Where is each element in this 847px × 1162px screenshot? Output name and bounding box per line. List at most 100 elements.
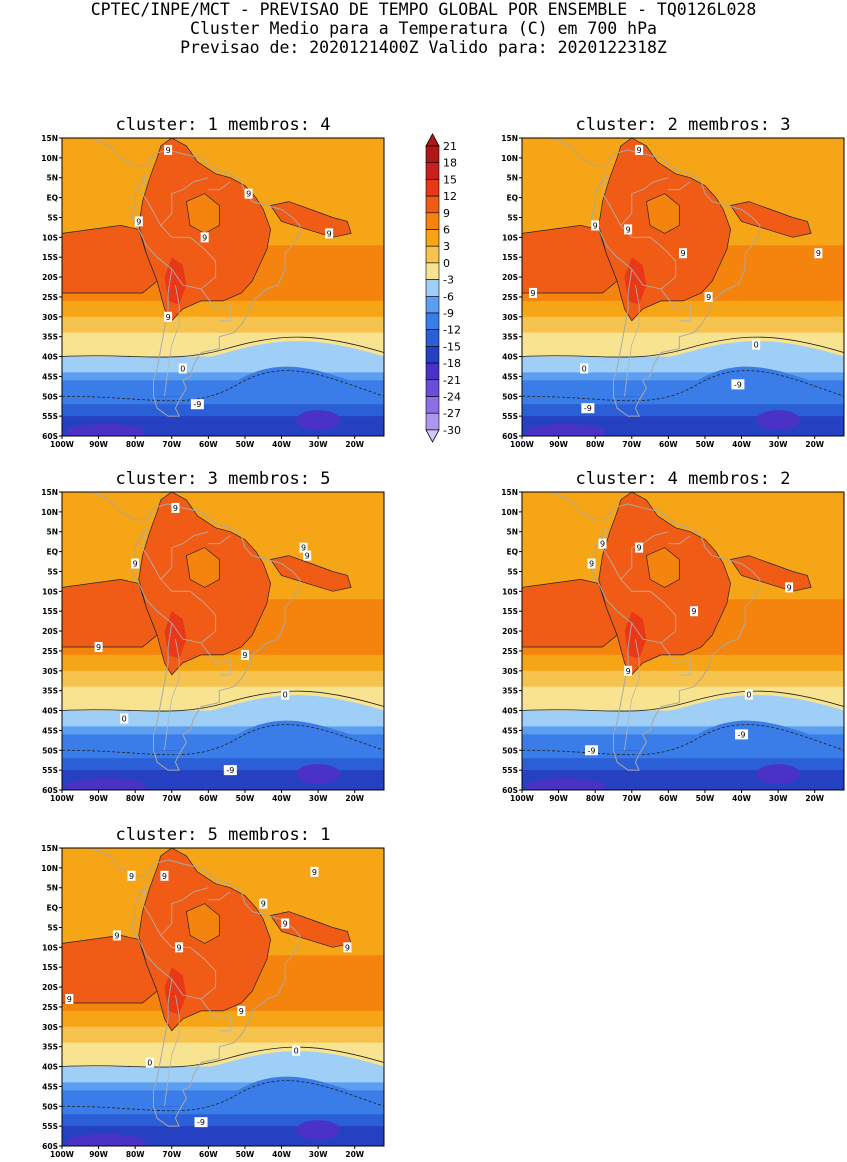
- colorbar-swatch: [425, 312, 440, 331]
- cold-band: [62, 341, 384, 373]
- lat-tick-label: 55S: [42, 412, 58, 421]
- lon-tick-label: 80W: [586, 440, 605, 449]
- hot-core: [624, 611, 647, 659]
- colorbar-swatch: [425, 379, 440, 397]
- lat-tick-label: 30S: [502, 667, 518, 676]
- contour-label-box: [190, 399, 204, 410]
- colorbar-max-arrow: [425, 133, 440, 147]
- lat-tick-label: 60S: [502, 432, 518, 441]
- lon-tick-label: 90W: [549, 794, 568, 803]
- contour-label-text: -9: [734, 380, 742, 389]
- colorbar-label: -9: [443, 307, 454, 320]
- cool-pocket: [186, 903, 220, 944]
- lat-tick-label: 45S: [42, 372, 58, 381]
- cold-band: [62, 695, 384, 727]
- lat-tick-label: EQ: [47, 194, 59, 203]
- lat-tick-label: 50S: [42, 1102, 58, 1111]
- contour-label-box: [200, 232, 209, 243]
- cold-core: [296, 1120, 341, 1141]
- contour-label-box: [223, 765, 237, 776]
- contour-label-box: [164, 144, 173, 155]
- lat-tick-label: 5S: [47, 213, 58, 222]
- cold-core: [65, 424, 146, 436]
- lat-tick-label: 5N: [507, 174, 519, 183]
- country-border: [142, 883, 162, 936]
- lat-tick-label: 15S: [502, 607, 518, 616]
- contour-label: -9: [194, 1117, 208, 1128]
- plot-frame: [521, 137, 845, 437]
- hot-core: [164, 611, 187, 659]
- contour-label-box: [581, 403, 595, 414]
- lat-tick-label: 25S: [42, 293, 58, 302]
- country-border: [208, 181, 231, 191]
- lat-tick-label: 5N: [47, 884, 59, 893]
- contour-label-box: [624, 665, 633, 676]
- lon-tick-label: 30W: [309, 794, 328, 803]
- lat-tick-label: 60S: [42, 786, 58, 795]
- contour-label-box: [281, 689, 290, 700]
- lat-tick-label: 15S: [42, 963, 58, 972]
- temperature-field: 9 9 9 9 9 9 0 -9: [62, 138, 384, 436]
- contour-label-text: 9: [242, 651, 247, 660]
- lon-tick-label: 70W: [162, 794, 181, 803]
- lon-tick-label: 80W: [126, 1150, 145, 1159]
- contour-label-box: [679, 248, 687, 259]
- contour-label-text: 9: [680, 249, 685, 258]
- contour-label-text: 9: [261, 900, 266, 909]
- contour-label-box: [587, 558, 596, 569]
- cold-core: [296, 764, 341, 785]
- contour-label-text: 9: [202, 233, 207, 242]
- contour-label-text: -9: [588, 746, 596, 755]
- country-border: [164, 284, 180, 397]
- contour-label-text: -9: [193, 400, 201, 409]
- country-border: [200, 998, 231, 1032]
- colorbar-label: -21: [443, 374, 461, 387]
- lat-tick-label: 55S: [502, 412, 518, 421]
- colorbar-swatch: [425, 162, 440, 180]
- lat-tick-label: 25S: [42, 1003, 58, 1012]
- contour-label: 9: [624, 224, 633, 235]
- contour-label: 9: [259, 898, 268, 909]
- lat-tick-label: 40S: [42, 353, 58, 362]
- contour-label-text: 0: [147, 1059, 152, 1068]
- contour-label-box: [528, 287, 537, 298]
- colorbar-swatch: [425, 279, 440, 297]
- country-border: [668, 535, 691, 545]
- colorbar-label: -6: [443, 290, 454, 303]
- contour-label: 9: [175, 942, 184, 953]
- coastline: [91, 848, 301, 1127]
- lon-tick-label: 70W: [162, 440, 181, 449]
- lat-tick-label: EQ: [507, 194, 519, 203]
- lon-tick-label: 100W: [50, 794, 75, 803]
- header-line-1: CPTEC/INPE/MCT - PREVISAO DE TEMPO GLOBA…: [90, 0, 757, 19]
- contour-label-text: 9: [173, 504, 178, 513]
- contour-label: -9: [735, 729, 749, 740]
- contour-label-box: [131, 558, 140, 569]
- contour-label-text: 0: [746, 691, 751, 700]
- temperature-band: [522, 300, 844, 318]
- lat-tick-label: 10N: [501, 154, 518, 163]
- panel-title: cluster: 3 membros: 5: [116, 469, 331, 489]
- panel-title: cluster: 4 membros: 2: [576, 469, 791, 489]
- contour-label-box: [112, 930, 121, 941]
- country-border: [620, 177, 677, 290]
- contour-label: 9: [237, 1005, 246, 1016]
- lon-tick-label: 80W: [126, 440, 145, 449]
- contour-label: 9: [112, 930, 121, 941]
- country-border: [208, 891, 231, 901]
- lon-tick-label: 20W: [345, 440, 364, 449]
- map-panel-cluster-5: cluster: 5 membros: 1 9 9 9 9 9 9 9 9 9 9 0 0 -9 15N 10…: [41, 825, 385, 1159]
- coastline: [551, 492, 761, 771]
- lon-tick-label: 30W: [309, 440, 328, 449]
- cold-band: [62, 1051, 384, 1083]
- lat-tick-label: 35S: [502, 687, 518, 696]
- lon-tick-label: 50W: [696, 794, 715, 803]
- cold-band: [522, 695, 844, 727]
- contour-label-box: [299, 542, 308, 553]
- lat-tick-label: 20S: [42, 273, 58, 282]
- lat-tick-label: 10S: [502, 233, 518, 242]
- contour-label: 9: [281, 918, 290, 929]
- contour-label: 9: [598, 538, 607, 549]
- contour-label-box: [244, 188, 253, 199]
